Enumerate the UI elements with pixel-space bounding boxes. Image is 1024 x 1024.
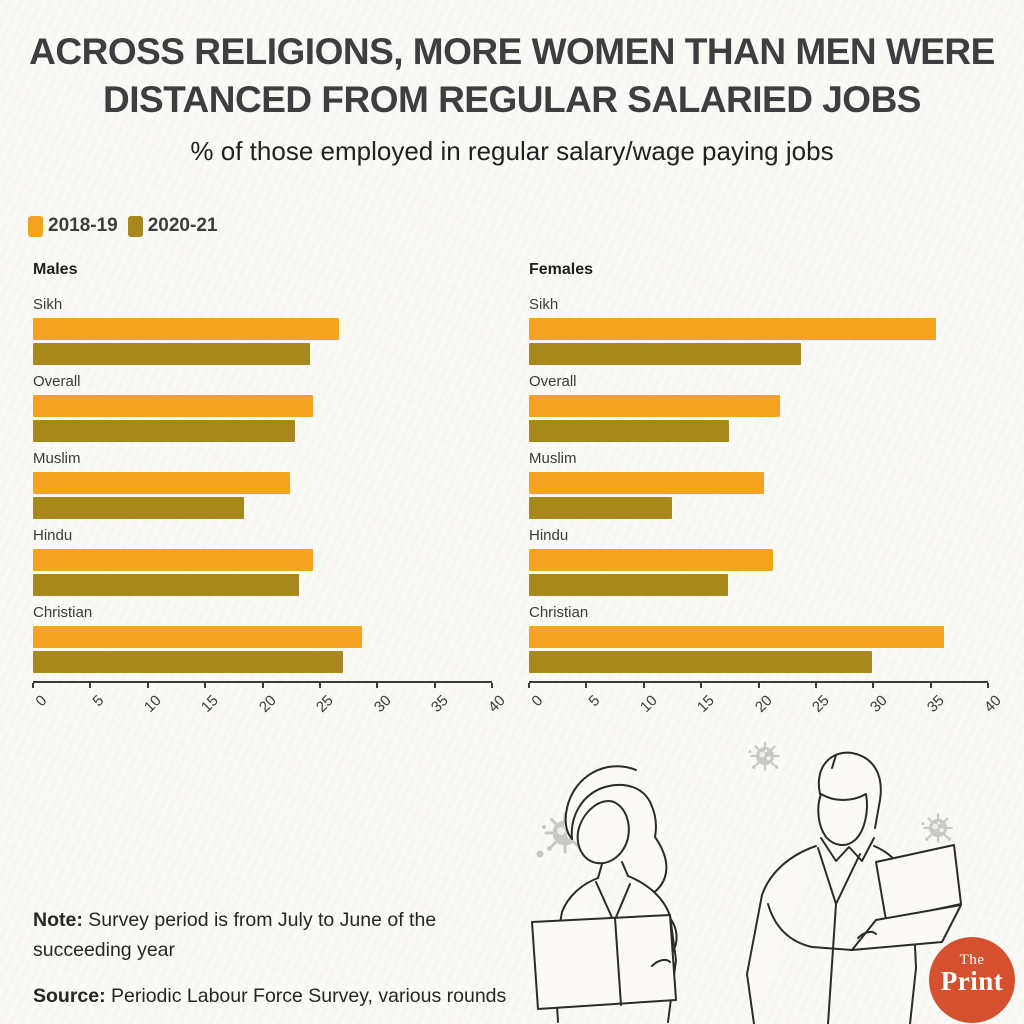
bar-males-muslim-2018-19 — [33, 472, 291, 494]
panel-title-females: Females — [529, 261, 594, 278]
bar-group-sikh: Sikh — [529, 296, 988, 365]
bar-group-muslim: Muslim — [33, 450, 492, 519]
bar-groups: Sikh Overall Muslim Hindu Christian — [529, 296, 988, 673]
bar-males-sikh-2020-21 — [33, 343, 310, 365]
bar-group-christian: Christian — [33, 604, 492, 673]
bar-males-hindu-2018-19 — [33, 549, 313, 571]
logo-text-print: Print — [940, 966, 1004, 996]
category-label: Christian — [33, 604, 93, 621]
bar-group-hindu: Hindu — [33, 527, 492, 596]
title-line-1: ACROSS RELIGIONS, MORE WOMEN THAN MEN WE… — [29, 31, 995, 72]
woman-figure — [531, 765, 678, 1023]
category-label: Overall — [33, 373, 81, 390]
bar-males-overall-2018-19 — [33, 395, 313, 417]
note-label: Note: — [33, 909, 83, 931]
logo-text-the: The — [959, 952, 985, 968]
bar-females-hindu-2020-21 — [529, 574, 728, 596]
legend-label: 2020-21 — [147, 215, 218, 236]
legend-swatch-2018-19 — [28, 215, 43, 237]
legend-swatch-2020-21 — [127, 215, 143, 237]
category-label: Sikh — [33, 296, 63, 313]
category-label: Christian — [529, 604, 589, 621]
source-text: Source: Periodic Labour Force Survey, va… — [33, 985, 507, 1007]
category-label: Hindu — [33, 527, 73, 544]
source-label: Source: — [33, 985, 106, 1007]
bar-females-overall-2018-19 — [529, 395, 781, 417]
virus-icon-top — [747, 742, 780, 771]
bar-group-muslim: Muslim — [529, 450, 988, 519]
category-label: Muslim — [529, 450, 577, 467]
chart-subtitle: % of those employed in regular salary/wa… — [190, 136, 834, 166]
bar-group-overall: Overall — [529, 373, 988, 442]
bar-group-christian: Christian — [529, 604, 988, 673]
footer-notes: Note: Survey period is from July to June… — [33, 905, 533, 1011]
bar-females-christian-2020-21 — [529, 651, 873, 673]
legend: 2018-19 2020-21 — [28, 215, 227, 237]
bar-females-muslim-2020-21 — [529, 497, 673, 519]
page-title: ACROSS RELIGIONS, MORE WOMEN THAN MEN WE… — [0, 28, 1024, 124]
bar-females-sikh-2018-19 — [529, 318, 937, 340]
category-label: Sikh — [529, 296, 559, 313]
chart-panel-females: Females Sikh Overall Muslim Hindu Christian … — [528, 261, 1005, 725]
legend-item-2020-21: 2020-21 — [127, 215, 218, 237]
bar-groups: Sikh Overall Muslim Hindu Christian — [33, 296, 492, 673]
title-line-2: DISTANCED FROM REGULAR SALARIED JOBS — [103, 79, 921, 120]
virus-icon-right — [920, 813, 953, 843]
bar-males-hindu-2020-21 — [33, 574, 300, 596]
bar-group-overall: Overall — [33, 373, 492, 442]
bar-group-sikh: Sikh — [33, 296, 492, 365]
line-art-illustration — [531, 742, 962, 1024]
category-label: Overall — [529, 373, 577, 390]
bar-females-christian-2018-19 — [529, 626, 945, 648]
bar-males-sikh-2018-19 — [33, 318, 340, 340]
bar-males-christian-2018-19 — [33, 626, 363, 648]
bar-males-muslim-2020-21 — [33, 497, 245, 519]
bar-females-hindu-2018-19 — [529, 549, 774, 571]
bar-females-sikh-2020-21 — [529, 343, 801, 365]
category-label: Muslim — [33, 450, 81, 467]
bar-females-muslim-2018-19 — [529, 472, 765, 494]
bar-males-overall-2020-21 — [33, 420, 295, 442]
x-axis: 0 5 10 15 20 25 30 35 40 — [32, 681, 509, 725]
legend-label: 2018-19 — [48, 215, 118, 236]
panel-title-males: Males — [33, 261, 78, 278]
note-text: Note: Survey period is from July to June… — [33, 909, 437, 961]
bar-females-overall-2020-21 — [529, 420, 729, 442]
bar-group-hindu: Hindu — [529, 527, 988, 596]
theprint-logo: The Print — [929, 937, 1015, 1023]
x-axis: 0 5 10 15 20 25 30 35 40 — [528, 681, 1005, 725]
man-figure — [746, 751, 962, 1024]
legend-item-2018-19: 2018-19 — [28, 215, 118, 237]
category-label: Hindu — [529, 527, 569, 544]
bar-males-christian-2020-21 — [33, 651, 343, 673]
